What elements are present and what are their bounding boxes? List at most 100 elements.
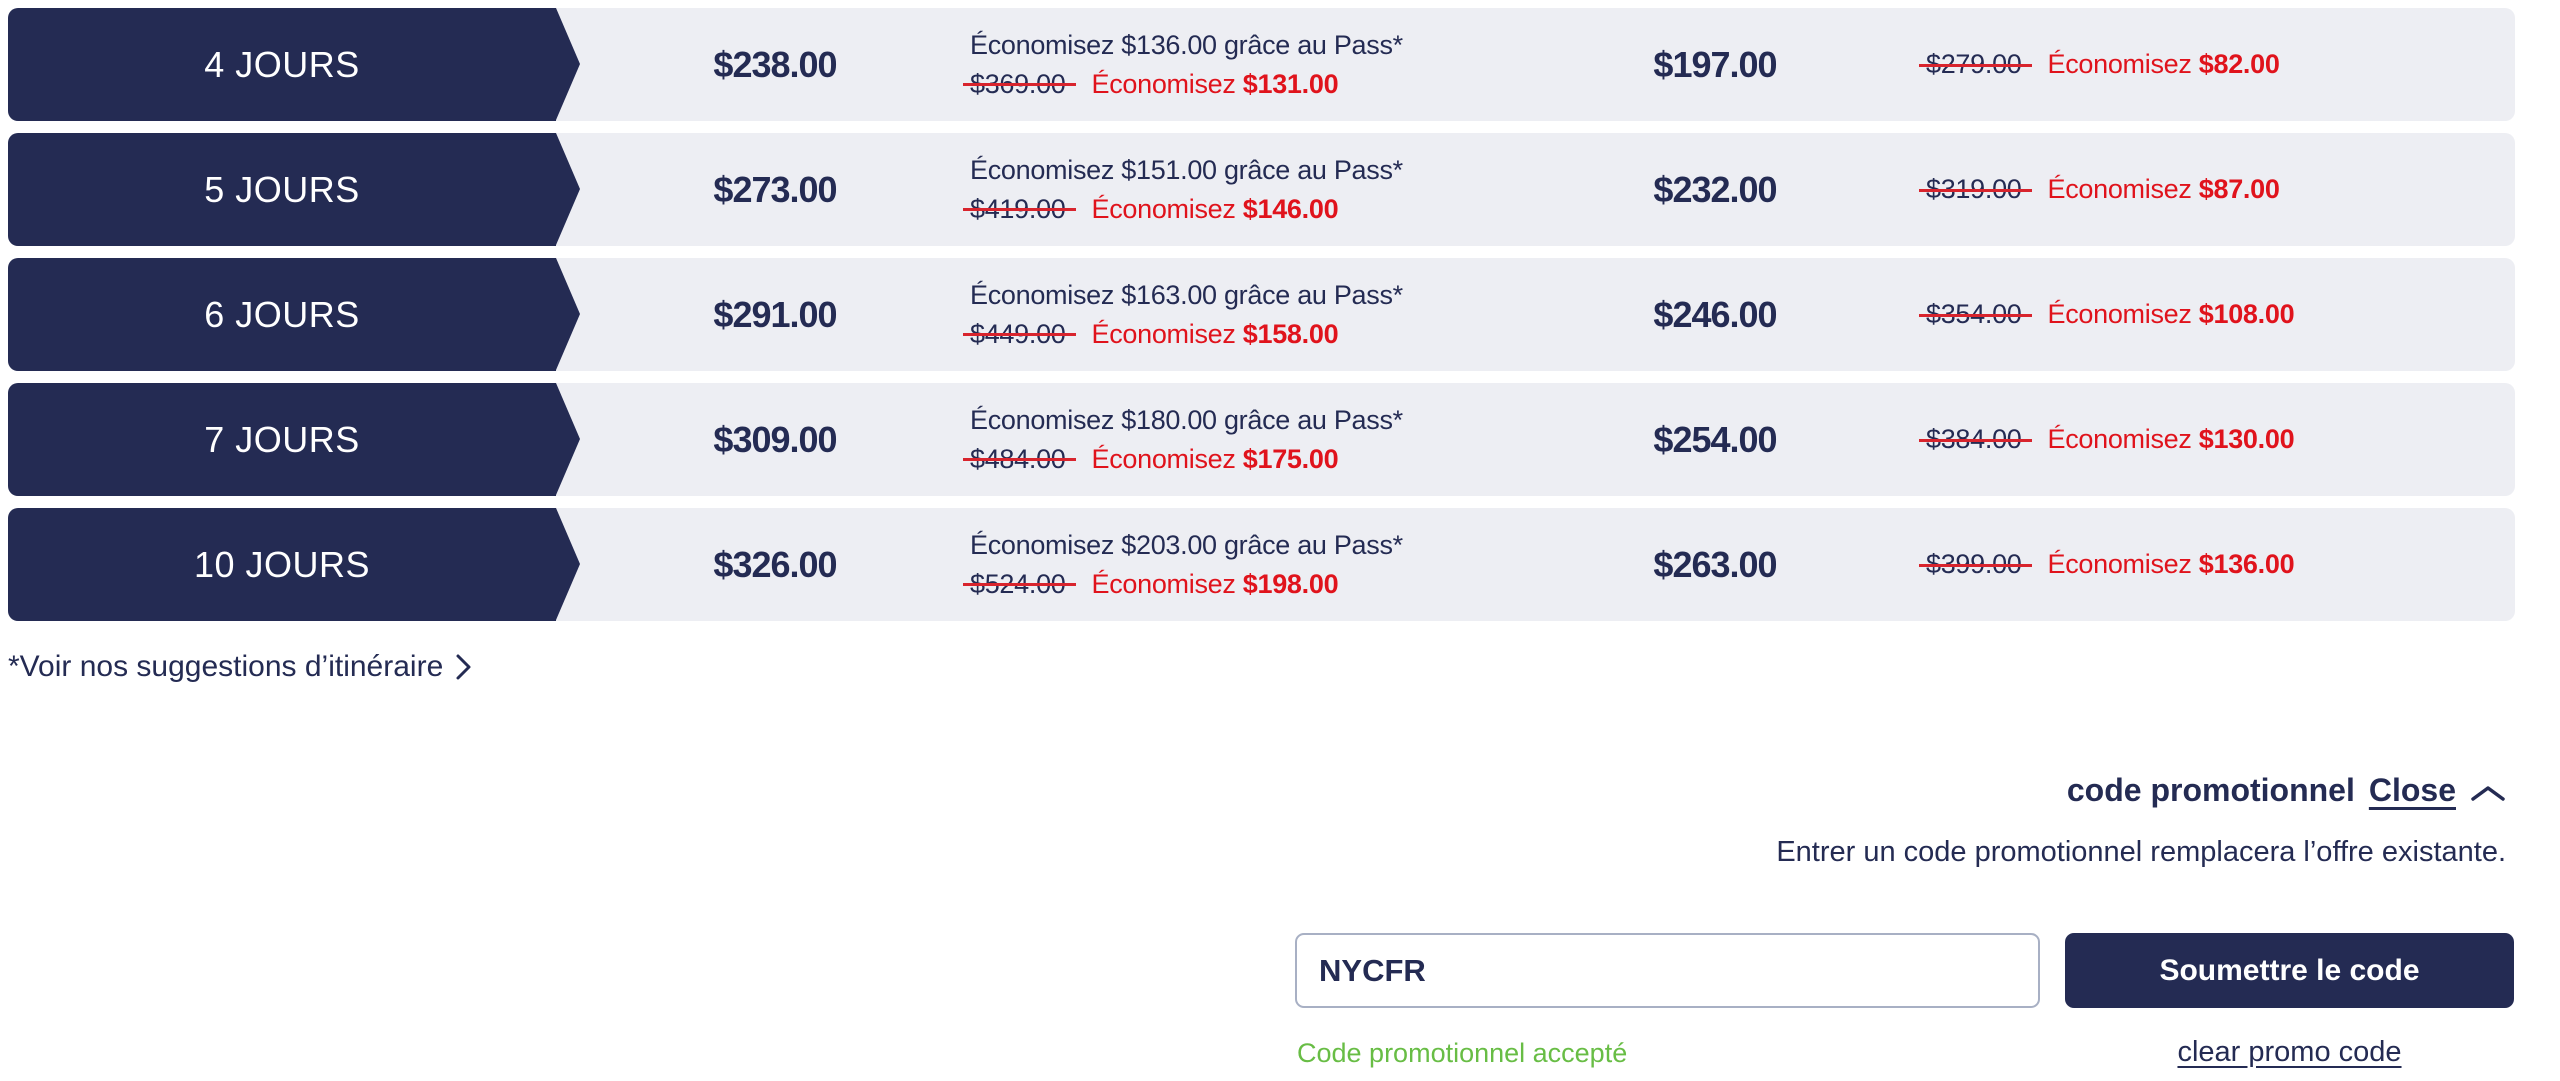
savings-amount: $198.00 bbox=[1242, 568, 1339, 599]
primary-price-column: $291.00 bbox=[580, 294, 970, 336]
duration-arrow-label[interactable]: 7 JOURS bbox=[8, 383, 580, 496]
itinerary-suggestions-link[interactable]: *Voir nos suggestions d’itinéraire bbox=[8, 650, 472, 684]
secondary-savings-label: Économisez bbox=[2047, 549, 2192, 579]
secondary-savings-column: $399.00 Économisez $136.00 bbox=[1919, 549, 2515, 580]
primary-price-column: $326.00 bbox=[580, 544, 970, 586]
primary-price: $238.00 bbox=[713, 43, 837, 85]
duration-arrow-label[interactable]: 4 JOURS bbox=[8, 8, 580, 121]
secondary-price-column: $263.00 bbox=[1510, 544, 1920, 586]
promo-status-message: Code promotionnel accepté bbox=[1297, 1038, 1628, 1068]
primary-price: $273.00 bbox=[713, 168, 837, 210]
primary-price: $291.00 bbox=[713, 293, 837, 335]
pass-savings-column: Économisez $136.00 grâce au Pass* $369.0… bbox=[963, 26, 1510, 104]
secondary-savings-column: $319.00 Économisez $87.00 bbox=[1919, 174, 2515, 205]
savings-amount: $131.00 bbox=[1242, 68, 1339, 99]
chevron-up-icon[interactable] bbox=[2470, 783, 2506, 803]
secondary-savings-label: Économisez bbox=[2047, 174, 2192, 204]
pass-duration-row[interactable]: 7 JOURS $309.00 Économisez $180.00 grâce… bbox=[8, 383, 2515, 496]
original-price: $369.00 bbox=[963, 65, 1075, 104]
pass-savings-column: Économisez $163.00 grâce au Pass* $449.0… bbox=[963, 276, 1510, 354]
pass-duration-row[interactable]: 5 JOURS $273.00 Économisez $151.00 grâce… bbox=[8, 133, 2515, 246]
promo-code-input[interactable] bbox=[1295, 933, 2040, 1008]
original-price: $524.00 bbox=[963, 565, 1075, 604]
secondary-savings-text: Économisez $87.00 bbox=[2048, 174, 2280, 205]
pass-savings-note: Économisez $203.00 grâce au Pass* bbox=[970, 529, 1403, 560]
original-price: $484.00 bbox=[963, 440, 1075, 479]
secondary-savings-text: Économisez $136.00 bbox=[2048, 549, 2295, 580]
pass-savings-detail: $484.00 Économisez $175.00 bbox=[963, 440, 1339, 479]
pass-savings-detail: $524.00 Économisez $198.00 bbox=[963, 565, 1339, 604]
secondary-savings-column: $384.00 Économisez $130.00 bbox=[1919, 424, 2515, 455]
clear-promo-code-link[interactable]: clear promo code bbox=[2177, 1036, 2402, 1068]
pass-savings-note: Économisez $180.00 grâce au Pass* bbox=[970, 404, 1403, 435]
duration-text: 4 JOURS bbox=[204, 43, 360, 85]
secondary-original-price: $354.00 bbox=[1919, 299, 2031, 329]
secondary-price-column: $197.00 bbox=[1510, 44, 1920, 86]
savings-label: Économisez bbox=[1091, 68, 1236, 99]
secondary-price: $263.00 bbox=[1653, 543, 1777, 585]
secondary-price-column: $254.00 bbox=[1510, 419, 1920, 461]
secondary-original-price: $319.00 bbox=[1919, 174, 2031, 204]
secondary-savings-amount: $82.00 bbox=[2198, 49, 2280, 79]
savings-label: Économisez bbox=[1091, 318, 1236, 349]
secondary-original-price: $399.00 bbox=[1919, 549, 2031, 579]
duration-arrow-label[interactable]: 5 JOURS bbox=[8, 133, 580, 246]
pass-savings-note: Économisez $136.00 grâce au Pass* bbox=[970, 29, 1403, 60]
secondary-original-price: $279.00 bbox=[1919, 49, 2031, 79]
savings-text: Économisez $146.00 bbox=[1092, 190, 1339, 229]
secondary-savings-text: Économisez $130.00 bbox=[2048, 424, 2295, 455]
promo-close-link[interactable]: Close bbox=[2368, 772, 2456, 808]
secondary-price-column: $232.00 bbox=[1510, 169, 1920, 211]
secondary-price: $197.00 bbox=[1653, 43, 1777, 85]
savings-label: Économisez bbox=[1091, 193, 1236, 224]
secondary-price-column: $246.00 bbox=[1510, 294, 1920, 336]
secondary-savings-column: $354.00 Économisez $108.00 bbox=[1919, 299, 2515, 330]
duration-text: 7 JOURS bbox=[204, 418, 360, 460]
pass-duration-row[interactable]: 4 JOURS $238.00 Économisez $136.00 grâce… bbox=[8, 8, 2515, 121]
secondary-savings-label: Économisez bbox=[2047, 424, 2192, 454]
secondary-savings-amount: $87.00 bbox=[2198, 174, 2280, 204]
savings-amount: $158.00 bbox=[1242, 318, 1339, 349]
duration-text: 10 JOURS bbox=[193, 543, 371, 585]
duration-arrow-label[interactable]: 6 JOURS bbox=[8, 258, 580, 371]
chevron-right-icon bbox=[456, 654, 471, 680]
submit-code-button[interactable]: Soumettre le code bbox=[2065, 933, 2514, 1008]
original-price: $419.00 bbox=[963, 190, 1075, 229]
promo-title: code promotionnel bbox=[2066, 772, 2355, 808]
pass-savings-column: Économisez $180.00 grâce au Pass* $484.0… bbox=[963, 401, 1510, 479]
secondary-price: $254.00 bbox=[1653, 418, 1777, 460]
primary-price-column: $273.00 bbox=[580, 169, 970, 211]
pass-savings-note: Économisez $163.00 grâce au Pass* bbox=[970, 279, 1403, 310]
savings-text: Économisez $175.00 bbox=[1092, 440, 1339, 479]
pass-savings-detail: $369.00 Économisez $131.00 bbox=[963, 65, 1339, 104]
primary-price: $326.00 bbox=[713, 543, 837, 585]
pass-savings-detail: $449.00 Économisez $158.00 bbox=[963, 315, 1339, 354]
primary-price: $309.00 bbox=[713, 418, 837, 460]
pass-duration-row[interactable]: 6 JOURS $291.00 Économisez $163.00 grâce… bbox=[8, 258, 2515, 371]
pass-savings-column: Économisez $203.00 grâce au Pass* $524.0… bbox=[963, 526, 1510, 604]
secondary-original-price: $384.00 bbox=[1919, 424, 2031, 454]
primary-price-column: $309.00 bbox=[580, 419, 970, 461]
duration-text: 6 JOURS bbox=[204, 293, 360, 335]
secondary-savings-column: $279.00 Économisez $82.00 bbox=[1919, 49, 2515, 80]
pass-duration-row[interactable]: 10 JOURS $326.00 Économisez $203.00 grâc… bbox=[8, 508, 2515, 621]
promo-description: Entrer un code promotionnel remplacera l… bbox=[1776, 836, 2506, 868]
secondary-savings-text: Économisez $82.00 bbox=[2048, 49, 2280, 80]
savings-amount: $175.00 bbox=[1242, 443, 1339, 474]
secondary-savings-amount: $136.00 bbox=[2198, 549, 2295, 579]
secondary-savings-text: Économisez $108.00 bbox=[2048, 299, 2295, 330]
promo-code-header: code promotionnel Close bbox=[2067, 772, 2506, 809]
pass-savings-detail: $419.00 Économisez $146.00 bbox=[963, 190, 1339, 229]
original-price: $449.00 bbox=[963, 315, 1075, 354]
savings-amount: $146.00 bbox=[1242, 193, 1339, 224]
secondary-savings-amount: $130.00 bbox=[2198, 424, 2295, 454]
savings-label: Économisez bbox=[1091, 568, 1236, 599]
pass-savings-note: Économisez $151.00 grâce au Pass* bbox=[970, 154, 1403, 185]
pricing-table: 4 JOURS $238.00 Économisez $136.00 grâce… bbox=[8, 8, 2515, 633]
secondary-savings-amount: $108.00 bbox=[2198, 299, 2295, 329]
secondary-savings-label: Économisez bbox=[2047, 299, 2192, 329]
primary-price-column: $238.00 bbox=[580, 44, 970, 86]
duration-arrow-label[interactable]: 10 JOURS bbox=[8, 508, 580, 621]
savings-text: Économisez $131.00 bbox=[1092, 65, 1339, 104]
